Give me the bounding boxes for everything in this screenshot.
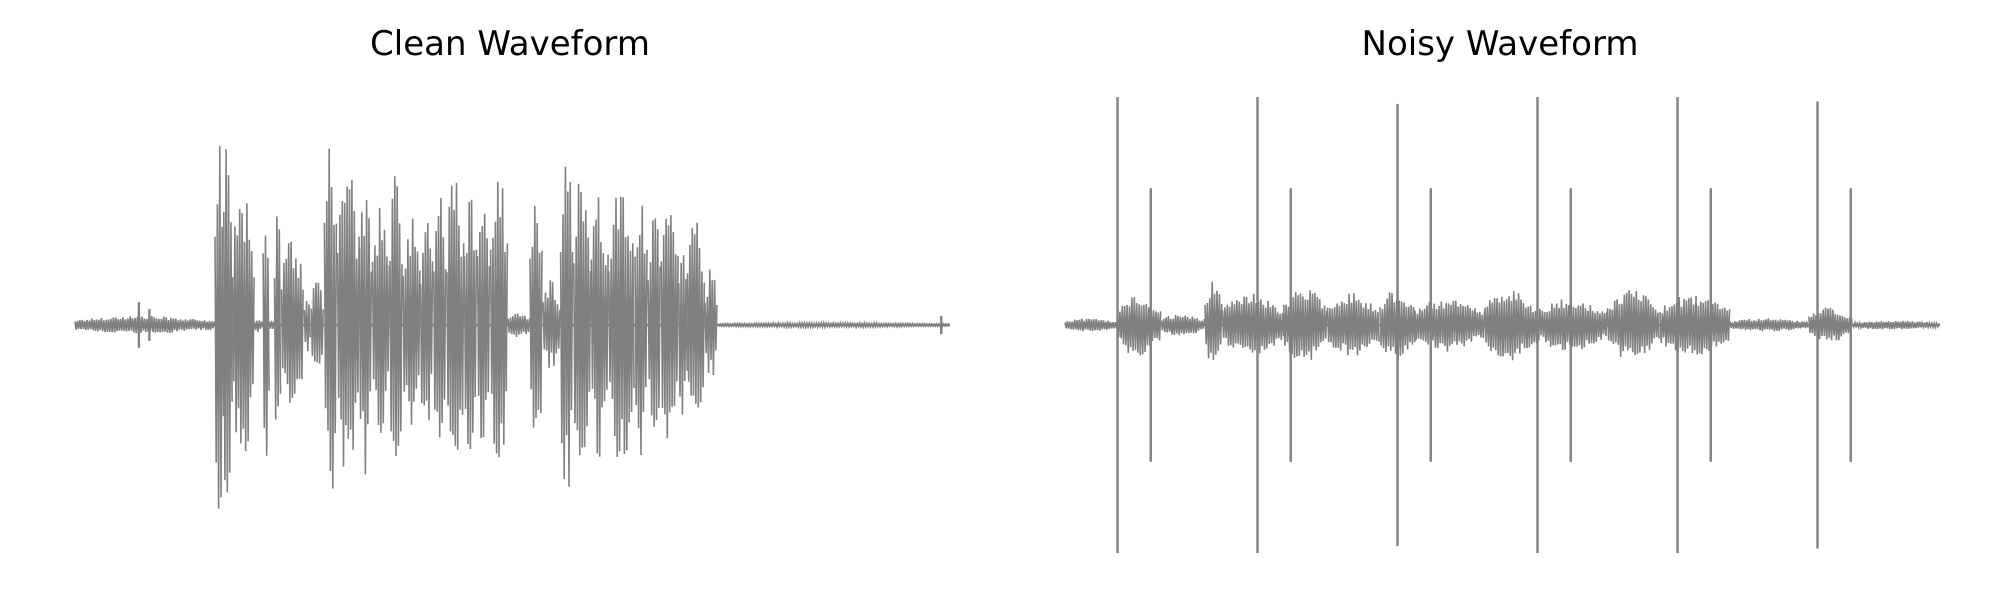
clean-waveform-segment	[686, 222, 706, 408]
noisy-waveform-segment	[1808, 307, 1853, 341]
clean-waveform-segment	[590, 197, 609, 457]
noisy-waveform-title: Noisy Waveform	[1361, 24, 1639, 64]
clean-waveform-segment	[310, 282, 324, 364]
noisy-waveform-segment	[1484, 291, 1538, 361]
clean-waveform-segment	[704, 269, 718, 376]
noisy-waveform-segment	[1851, 319, 1940, 331]
clean-waveform-segment	[463, 199, 478, 450]
clean-waveform-segment	[446, 182, 465, 450]
clean-waveform-segment	[559, 166, 574, 487]
clean-waveform-segment	[280, 241, 304, 403]
clean-waveform-segment	[476, 213, 491, 439]
clean-waveform-segment	[303, 300, 311, 352]
clean-waveform-segment	[358, 199, 373, 475]
noisy-waveform-segment	[1326, 293, 1380, 356]
noisy-waveform-segment	[1414, 300, 1486, 352]
clean-waveform-segment	[74, 316, 215, 334]
clean-waveform-segment	[529, 205, 543, 428]
clean-waveform-segment	[608, 196, 635, 457]
noisy-waveform-segment	[1536, 299, 1608, 350]
clean-waveform-segment	[678, 255, 688, 415]
clean-waveform-segment	[433, 197, 447, 438]
clean-waveform-segment	[253, 320, 264, 332]
clean-waveform-plot	[74, 146, 951, 509]
clean-waveform-segment	[389, 176, 403, 457]
clean-waveform-segment	[262, 235, 270, 456]
noisy-waveform-segment	[1606, 290, 1660, 357]
clean-waveform-panel: Clean Waveform	[74, 24, 951, 509]
clean-waveform-segment	[214, 146, 225, 509]
clean-waveform-segment	[402, 218, 421, 425]
clean-waveform-segment	[507, 313, 531, 337]
clean-waveform-segment	[223, 149, 233, 493]
noisy-waveform-segment	[1064, 318, 1118, 332]
noisy-waveform-segment	[1659, 295, 1731, 355]
noisy-waveform-segment	[1204, 281, 1223, 360]
clean-waveform-segment	[489, 181, 509, 458]
noisy-waveform-segment	[1221, 293, 1285, 354]
noisy-waveform-plot	[1064, 97, 1940, 553]
clean-waveform-segment	[542, 280, 561, 368]
clean-waveform-segment	[573, 183, 592, 456]
clean-waveform-segment	[371, 207, 391, 433]
clean-waveform-segment	[660, 215, 679, 439]
clean-waveform-segment	[717, 319, 951, 331]
clean-waveform-segment	[336, 180, 360, 467]
noisy-waveform-segment	[1729, 318, 1809, 332]
clean-waveform-title: Clean Waveform	[370, 24, 650, 64]
clean-waveform-segment	[323, 148, 338, 489]
clean-waveform-segment	[273, 216, 282, 420]
clean-waveform-segment	[647, 218, 661, 427]
noisy-waveform-segment	[1160, 314, 1206, 336]
noisy-waveform-panel: Noisy Waveform	[1000, 0, 2000, 600]
clean-waveform-segment	[231, 203, 255, 452]
clean-waveform-segment	[634, 205, 648, 456]
noisy-waveform-segment	[1116, 297, 1162, 356]
clean-waveform-segment	[419, 222, 434, 421]
clean-waveform-segment	[268, 320, 275, 329]
